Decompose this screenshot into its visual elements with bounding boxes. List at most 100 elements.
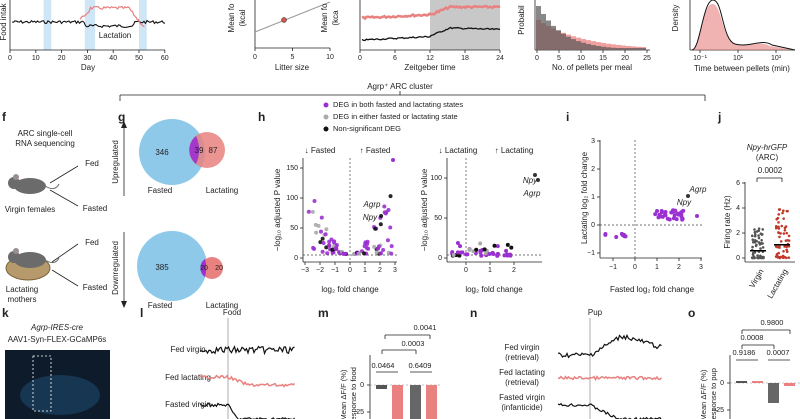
gene-point <box>455 241 460 246</box>
cell-point <box>757 234 760 237</box>
annotation: Lactation <box>99 31 131 40</box>
legend-dot <box>323 126 329 132</box>
label: Fasted <box>148 186 172 195</box>
label: Lactating log₂ fold change <box>580 151 589 244</box>
bar <box>768 383 779 403</box>
label: 0.0003 <box>402 339 425 348</box>
gene-point <box>330 247 335 252</box>
cell-point <box>782 232 786 235</box>
x-tick-label: 5 <box>291 54 295 61</box>
gene-point <box>505 242 510 247</box>
cell-point <box>785 231 789 235</box>
y-tick-label: 50 <box>290 225 298 232</box>
gene-point <box>665 216 670 221</box>
gene-point <box>314 230 319 235</box>
gene-point <box>318 229 323 234</box>
gene-point <box>391 158 395 162</box>
gene-point <box>622 234 627 239</box>
cell-point <box>778 246 781 249</box>
x-tick-label: 12 <box>426 55 434 62</box>
label: 0.0002 <box>758 166 783 175</box>
cell-point <box>782 249 785 253</box>
label: 0.0007 <box>767 348 790 357</box>
trace <box>361 4 501 21</box>
x-tick-label: 6 <box>393 55 397 62</box>
x-tick-label: 10 <box>326 54 334 61</box>
x-axis-label: Time between pellets (min) <box>694 64 790 73</box>
gene-point <box>451 252 456 257</box>
gene-point <box>385 238 390 243</box>
x-tick-label: 0 <box>348 267 352 274</box>
gene-point <box>312 199 317 204</box>
x-tick-label: 18 <box>461 55 469 62</box>
y-tick-label: 100 <box>430 175 442 182</box>
label: Mean ΔF/F (%) <box>699 369 708 419</box>
x-tick-label: 50 <box>135 55 143 62</box>
gene-point <box>686 194 690 198</box>
label: mothers <box>8 295 37 304</box>
hist-bar <box>581 42 586 50</box>
bar <box>784 383 795 386</box>
label: 385 <box>155 263 169 272</box>
legend-label: DEG in either fasted or lactating state <box>333 112 458 121</box>
gene-point <box>458 244 463 249</box>
cell-point <box>760 233 764 236</box>
cell-point <box>787 256 791 259</box>
label: RNA sequencing <box>15 139 75 148</box>
gene-point <box>321 241 326 246</box>
gene-point <box>603 232 608 237</box>
gene-point <box>310 209 315 214</box>
x-tick-label: 2 <box>512 267 516 274</box>
cell-point <box>783 228 787 232</box>
gene-point <box>619 231 624 236</box>
gene-point <box>656 215 661 220</box>
mouse-icon <box>14 252 46 268</box>
label: ↑ Fasted <box>360 146 391 155</box>
gene-point <box>680 216 685 221</box>
hist-bar <box>631 48 636 50</box>
x-tick-label: 1 <box>488 267 492 274</box>
gene-point <box>373 226 378 231</box>
label: 20 <box>215 265 223 272</box>
cell-point <box>753 228 756 231</box>
gene-point <box>389 244 394 249</box>
panel-letter: i <box>566 110 569 124</box>
x-tick-label: 2 <box>677 264 681 271</box>
label: Food <box>223 308 241 317</box>
label: Upregulated <box>111 140 120 184</box>
gene-point <box>312 246 317 251</box>
gene-point <box>362 244 367 249</box>
cell-point <box>774 225 778 228</box>
legend-label: Non-significant DEG <box>333 124 401 133</box>
label: Fed lactating <box>499 368 545 377</box>
hist-bar <box>601 42 606 50</box>
label: log₂ fold change <box>465 285 523 294</box>
venn-fasted <box>139 119 205 185</box>
gene-point <box>483 251 488 256</box>
x-tick-label: 3 <box>393 267 397 274</box>
hist-bar <box>626 48 631 50</box>
y-axis-label: Density <box>671 5 680 32</box>
label: Npy-hrGFP <box>747 143 788 152</box>
gene-point <box>389 251 394 256</box>
cell-point <box>760 239 763 242</box>
gene-point <box>504 248 509 253</box>
cell-point <box>753 230 757 234</box>
label: ARC single-cell <box>18 129 73 138</box>
gene-point <box>306 209 311 214</box>
x-tick-label: 0 <box>358 55 362 62</box>
gene-point <box>381 247 386 252</box>
gene-point <box>327 243 332 248</box>
x-tick-label: 24 <box>496 55 504 62</box>
label: 0.0008 <box>741 333 764 342</box>
trace <box>199 374 295 388</box>
label: log₂ fold change <box>321 285 379 294</box>
label: Npy <box>677 198 692 207</box>
gene-point <box>318 240 323 245</box>
y-tick-label: −1 <box>587 250 595 257</box>
cell-point <box>755 239 758 243</box>
hist-bar <box>546 20 551 50</box>
bar <box>426 385 437 419</box>
venn-fasted <box>137 231 207 301</box>
hist-bar <box>586 44 591 50</box>
